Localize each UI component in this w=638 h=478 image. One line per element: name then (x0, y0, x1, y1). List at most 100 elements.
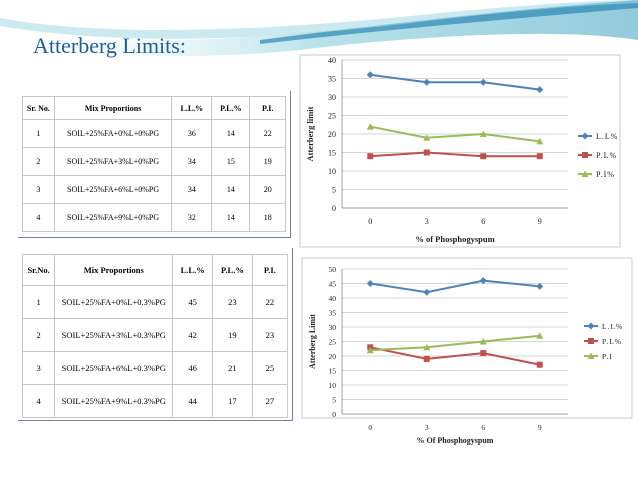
table-cell: 22 (249, 119, 286, 148)
table-cell: 18 (249, 203, 286, 232)
series-line (370, 125, 540, 143)
legend-label: P.L% (596, 151, 617, 160)
table-cell: 44 (172, 384, 214, 418)
table-row: 1 SOIL+25%FA+0%L+0.3%PG 45 23 22 (21, 285, 289, 319)
y-tick-label: 10 (328, 167, 336, 176)
table-frame (18, 248, 293, 421)
table-cell: 4 (21, 384, 56, 418)
data-point (479, 130, 487, 137)
atterberg-table-03pg: Sr.No. Mix Proportions L.L.% P.L.% P.I. … (21, 254, 289, 418)
y-axis-title: Atterberg Limit (308, 314, 317, 369)
data-point (480, 153, 487, 160)
data-point (536, 361, 543, 368)
y-tick-label: 35 (329, 309, 337, 318)
table-row: 4 SOIL+25%FA+9%L+0.3%PG 44 17 27 (21, 384, 289, 418)
data-point (423, 355, 430, 362)
table-cell: 46 (172, 351, 214, 385)
table-cell: 2 (21, 318, 56, 352)
table-cell: 34 (171, 175, 213, 204)
slide-title: Atterberg Limits: (33, 33, 186, 58)
chart-frame (301, 257, 633, 419)
line-chart: 0 5 10 15 20 25 30 35 40 0 3 6 9 % of Phosphogyspum At… (299, 54, 621, 248)
table-cell: 32 (171, 203, 213, 232)
legend-label: P.L% (602, 337, 622, 346)
table-cell: 4 (22, 203, 55, 232)
y-tick-label: 0 (332, 204, 336, 213)
x-tick-label: 9 (538, 423, 542, 432)
data-point (423, 149, 430, 156)
column-header: P.I. (249, 96, 286, 120)
table-cell: SOIL+25%FA+9%L+0%PG (53, 203, 173, 232)
line-chart: 0 5 10 15 20 25 30 35 40 45 50 0 3 6 9 % Of Phosphogysp… (301, 257, 633, 445)
legend-label: P.I (602, 352, 613, 361)
data-point (581, 132, 589, 140)
column-header: Sr.No. (21, 254, 56, 286)
legend-label: P.I% (596, 170, 615, 179)
table-cell: SOIL+25%FA+9%L+0.3%PG (54, 384, 174, 418)
data-point (479, 78, 487, 86)
data-point (479, 277, 487, 285)
y-tick-label: 40 (328, 56, 336, 65)
y-tick-label: 25 (329, 338, 337, 347)
y-tick-label: 50 (329, 265, 337, 274)
series-line (370, 151, 540, 158)
table-row: 3 SOIL+25%FA+6%L+0%PG 34 14 20 (22, 175, 286, 204)
data-point (423, 343, 431, 351)
data-point (366, 346, 374, 354)
y-tick-label: 20 (329, 352, 337, 361)
series-0 (366, 71, 544, 94)
column-header: Sr. No. (22, 96, 55, 120)
y-axis-title: Atterberg limit (305, 106, 315, 161)
y-tick-label: 35 (328, 75, 336, 84)
y-tick-label: 15 (329, 367, 337, 376)
x-tick-label: 0 (368, 423, 372, 432)
table-row: 4 SOIL+25%FA+9%L+0%PG 32 14 18 (22, 203, 286, 232)
table-cell: 22 (251, 285, 289, 319)
data-point (423, 288, 431, 296)
y-tick-label: 45 (329, 280, 337, 289)
y-tick-label: 5 (332, 186, 336, 195)
x-tick-label: 6 (481, 423, 485, 432)
table-cell: 15 (211, 147, 251, 176)
series-1 (367, 149, 543, 160)
y-tick-label: 15 (328, 149, 336, 158)
legend-label: L.L% (596, 132, 618, 141)
table-cell: SOIL+25%FA+0%L+0.3%PG (54, 285, 174, 319)
y-tick-label: 40 (329, 294, 337, 303)
data-point (480, 350, 487, 357)
data-point (366, 71, 374, 79)
table-cell: 23 (212, 285, 253, 319)
data-point (536, 282, 544, 290)
series-line (370, 334, 540, 352)
table-cell: 23 (251, 318, 289, 352)
table-cell: SOIL+25%FA+0%L+0%PG (53, 119, 173, 148)
x-tick-label: 3 (425, 423, 429, 432)
x-tick-label: 6 (481, 217, 485, 226)
table-cell: 17 (212, 384, 253, 418)
x-tick-label: 9 (538, 217, 542, 226)
table-cell: 14 (211, 203, 251, 232)
series-line (370, 346, 540, 366)
data-point (582, 152, 588, 158)
series-0 (366, 277, 544, 296)
data-point (366, 123, 374, 130)
legend-label: L.L% (602, 322, 623, 331)
table-row: 1 SOIL+25%FA+0%L+0%PG 36 14 22 (22, 119, 286, 148)
table-row: 2 SOIL+25%FA+3%L+0.3%PG 42 19 23 (21, 318, 289, 352)
series-2 (366, 123, 544, 145)
data-point (587, 352, 595, 359)
column-header: P.I. (251, 254, 289, 286)
table-frame (18, 91, 291, 238)
table-cell: 27 (251, 384, 289, 418)
y-tick-label: 30 (328, 93, 336, 102)
data-point (423, 134, 431, 141)
x-axis-title: % of Phosphogyspum (415, 234, 494, 244)
table-cell: 25 (251, 351, 289, 385)
x-axis-title: % Of Phosphogyspum (417, 436, 494, 445)
header-wave-decoration (0, 0, 638, 57)
data-point (536, 86, 544, 94)
series-2 (366, 332, 544, 354)
data-point (587, 322, 595, 330)
series-line (370, 73, 540, 91)
